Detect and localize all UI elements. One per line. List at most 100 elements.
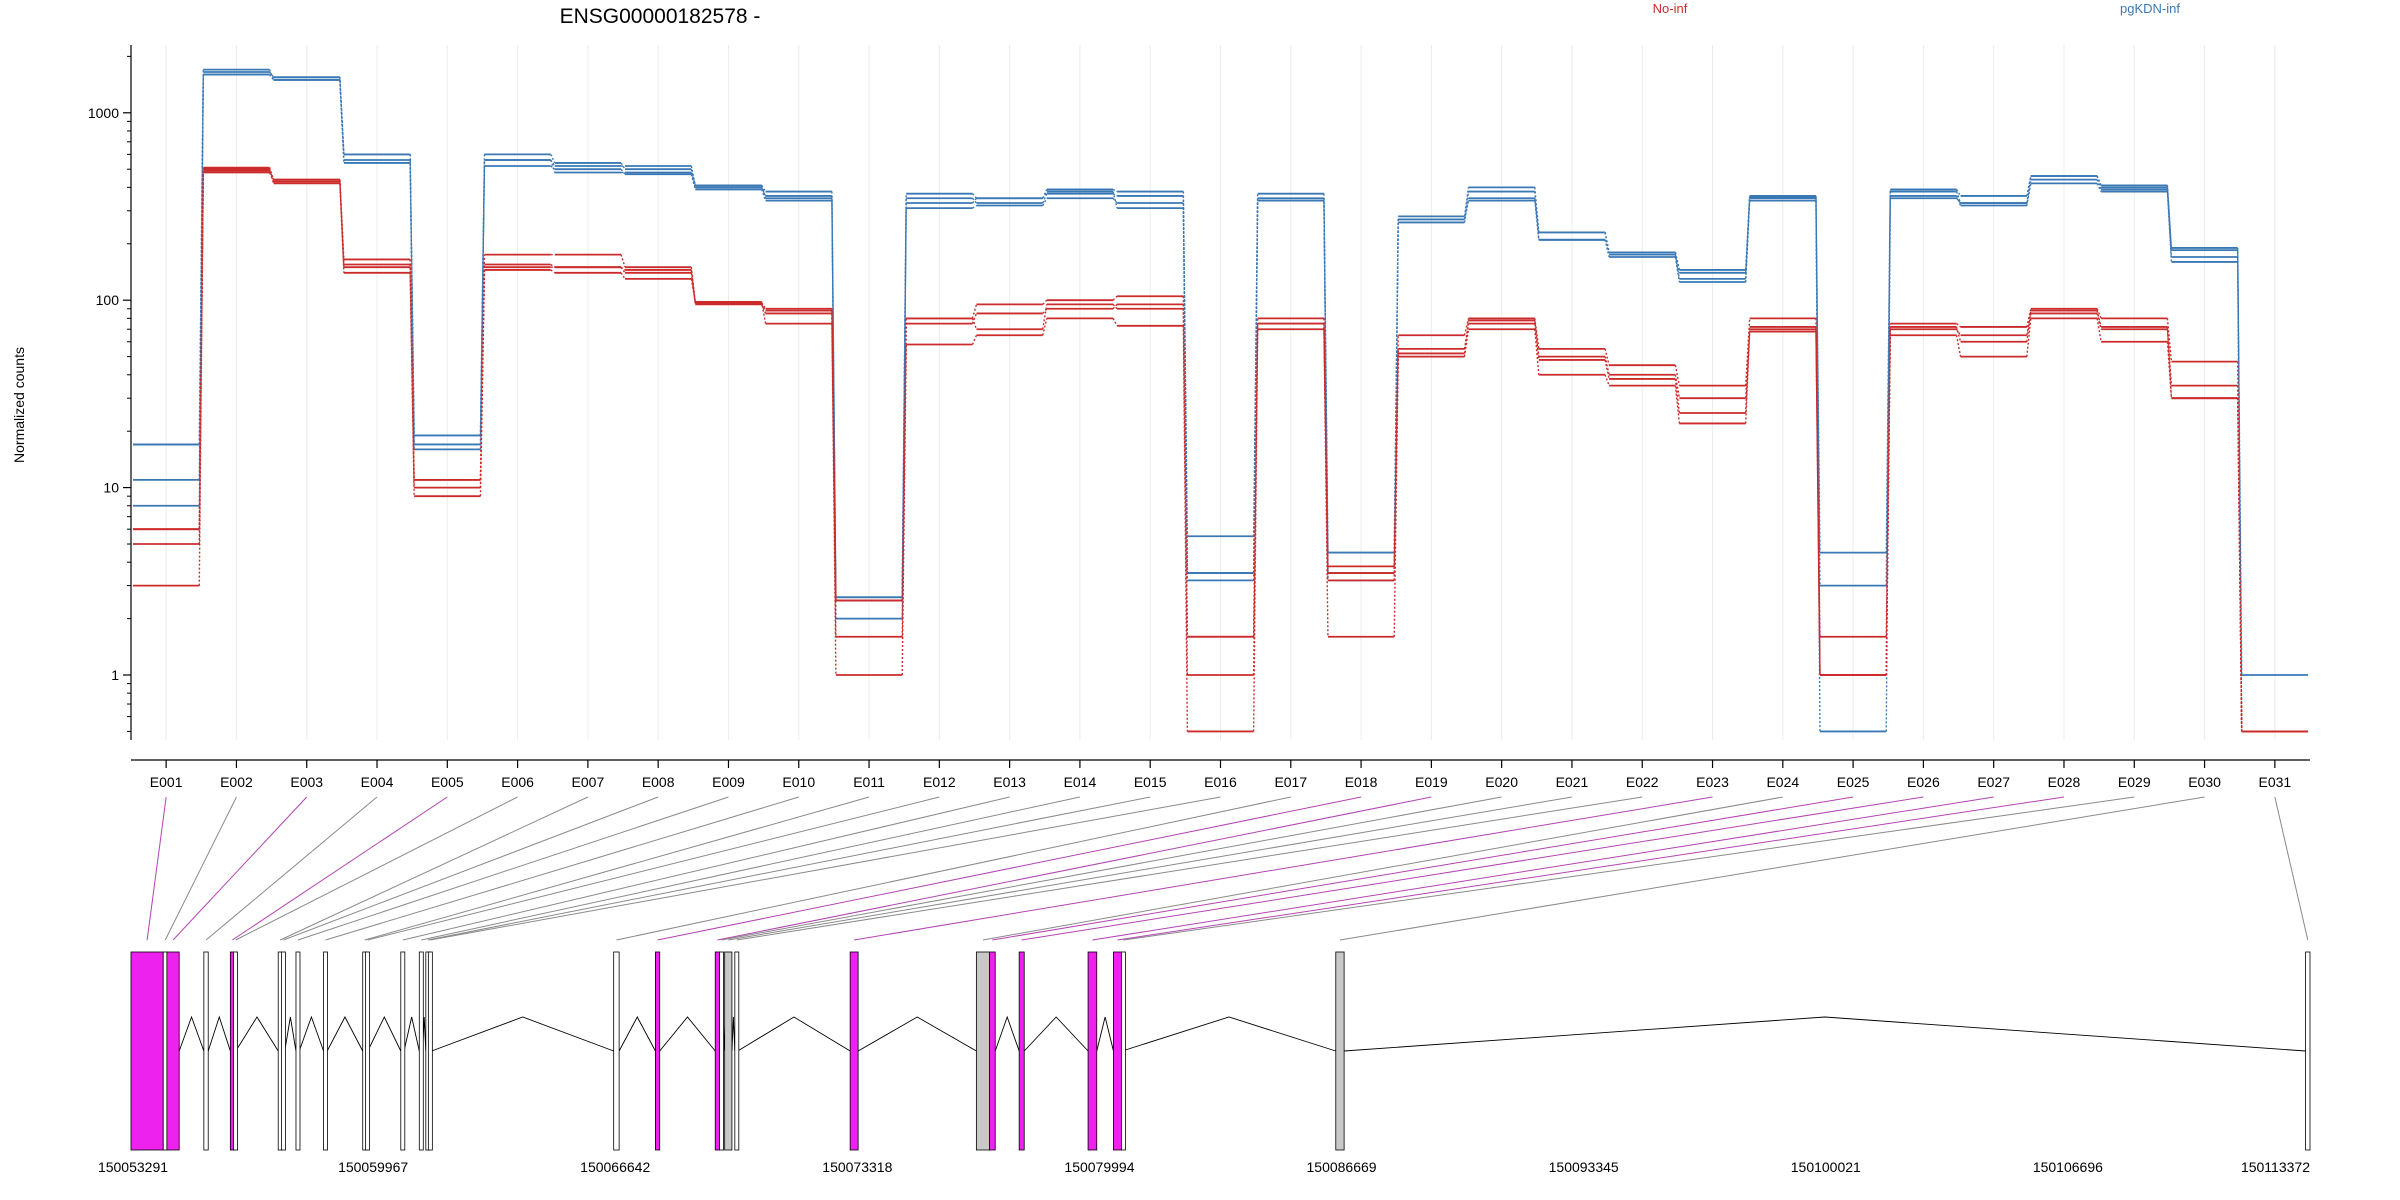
exon-link-e026 bbox=[1021, 796, 1924, 941]
connector-pgkdn-inf bbox=[1463, 187, 1470, 217]
connector-pgkdn-inf bbox=[690, 169, 697, 188]
legend-label-no-inf: No-inf bbox=[1653, 1, 1688, 16]
connector-no-inf bbox=[550, 269, 556, 274]
connector-no-inf bbox=[1252, 323, 1259, 637]
exon-link-e001 bbox=[146, 796, 167, 941]
connector-pgkdn-inf bbox=[620, 168, 626, 175]
x-tick-label-e026: E026 bbox=[1907, 774, 1940, 790]
connector-pgkdn-inf bbox=[972, 204, 977, 209]
connector-no-inf bbox=[1674, 378, 1681, 414]
connector-pgkdn-inf bbox=[269, 74, 275, 81]
connector-pgkdn-inf bbox=[971, 197, 978, 204]
x-ticks: E001 E002 E003 E004 E005 E006 E007 E008 E009 E010… bbox=[150, 760, 2292, 790]
connector-no-inf bbox=[1604, 348, 1610, 366]
y-tick-label-10: 10 bbox=[103, 480, 119, 496]
coordinate-label: 150079994 bbox=[1064, 1159, 1134, 1175]
intron-line bbox=[1344, 1016, 2306, 1052]
intron-line bbox=[235, 1016, 279, 1052]
connector-pgkdn-inf bbox=[339, 79, 345, 163]
connector-pgkdn-inf bbox=[1604, 239, 1610, 258]
exon-e008 bbox=[281, 951, 286, 1151]
legend-label-pgkdn-inf: pgKDN-inf bbox=[2120, 1, 2180, 16]
exon-e003 bbox=[166, 951, 180, 1151]
coordinate-label: 150066642 bbox=[580, 1159, 650, 1175]
connector-pgkdn-inf bbox=[971, 193, 978, 199]
exon-e022 bbox=[734, 951, 740, 1151]
intron-line bbox=[431, 1016, 614, 1052]
x-tick-label-e020: E020 bbox=[1485, 774, 1518, 790]
connector-no-inf bbox=[1815, 331, 1821, 676]
exon-link-e020 bbox=[721, 796, 1502, 941]
connector-no-inf bbox=[2166, 329, 2173, 386]
connector-pgkdn-inf bbox=[620, 162, 626, 170]
intron-line bbox=[207, 1015, 231, 1052]
connector-pgkdn-inf bbox=[1604, 232, 1610, 253]
connector-no-inf bbox=[1604, 356, 1610, 375]
gene-model bbox=[130, 951, 2311, 1151]
connector-pgkdn-inf bbox=[2166, 187, 2173, 251]
connector-no-inf bbox=[1674, 365, 1681, 386]
x-tick-label-e023: E023 bbox=[1696, 774, 1729, 790]
intron-line bbox=[659, 1016, 716, 1052]
connector-no-inf bbox=[761, 303, 767, 311]
connector-no-inf bbox=[1042, 318, 1048, 336]
connector-pgkdn-inf bbox=[2026, 175, 2032, 204]
connector-no-inf bbox=[268, 170, 275, 180]
connector-pgkdn-inf bbox=[1956, 197, 1962, 204]
connector-pgkdn-inf bbox=[2166, 189, 2173, 258]
vertical-gridlines bbox=[165, 45, 2276, 740]
exon-e016 bbox=[427, 951, 433, 1151]
exon-link-e018 bbox=[657, 796, 1362, 941]
connector-pgkdn-inf bbox=[409, 162, 415, 436]
connector-pgkdn-inf bbox=[971, 197, 978, 204]
connector-pgkdn-inf bbox=[2096, 175, 2102, 188]
intron-line bbox=[326, 1016, 364, 1052]
intron-line bbox=[1122, 1016, 1336, 1052]
coordinate-label: 150113372 bbox=[2241, 1159, 2310, 1175]
exon-link-e030 bbox=[1339, 796, 2205, 941]
connector-pgkdn-inf bbox=[1112, 191, 1118, 209]
x-tick-label-e013: E013 bbox=[993, 774, 1026, 790]
x-tick-label-e005: E005 bbox=[431, 774, 464, 790]
connector-no-inf bbox=[1955, 326, 1962, 342]
x-tick-label-e019: E019 bbox=[1415, 774, 1448, 790]
genomic-coordinate-labels: 150053291 150059967 150066642 150073318 1500… bbox=[98, 1159, 2310, 1175]
y-tick-label-1000: 1000 bbox=[88, 105, 119, 121]
connector-no-inf bbox=[1042, 304, 1048, 330]
connector-no-inf bbox=[2026, 308, 2032, 328]
exon-e013 bbox=[400, 951, 406, 1151]
x-tick-label-e025: E025 bbox=[1837, 774, 1870, 790]
x-tick-label-e004: E004 bbox=[361, 774, 394, 790]
exon-link-e017 bbox=[616, 796, 1291, 941]
exon-e018 bbox=[654, 951, 661, 1151]
intron-line bbox=[403, 1016, 420, 1052]
exon-e017 bbox=[613, 951, 620, 1151]
series-no-inf bbox=[133, 166, 2308, 733]
exon-link-e019 bbox=[717, 796, 1432, 941]
exon-link-e023 bbox=[854, 796, 1713, 941]
connector-no-inf bbox=[620, 266, 626, 271]
connector-pgkdn-inf bbox=[1534, 200, 1540, 240]
connector-pgkdn-inf bbox=[1815, 195, 1821, 553]
connector-pgkdn-inf bbox=[1112, 188, 1118, 193]
x-tick-label-e031: E031 bbox=[2259, 774, 2292, 790]
connector-pgkdn-inf bbox=[2026, 175, 2032, 197]
connector-no-inf bbox=[971, 318, 978, 330]
exon-link-e003 bbox=[172, 796, 308, 941]
connector-pgkdn-inf bbox=[409, 159, 415, 445]
exon-link-e013 bbox=[402, 796, 1010, 941]
exon-link-e002 bbox=[164, 796, 237, 941]
exon-link-e012 bbox=[367, 796, 940, 941]
connector-pgkdn-inf bbox=[1112, 197, 1118, 204]
connector-no-inf bbox=[1534, 318, 1540, 349]
connector-pgkdn-inf bbox=[1393, 222, 1399, 553]
exon-link-e005 bbox=[232, 796, 448, 941]
connector-pgkdn-inf bbox=[198, 74, 204, 445]
connector-pgkdn-inf bbox=[479, 159, 486, 436]
x-tick-label-e029: E029 bbox=[2118, 774, 2151, 790]
exon-link-e028 bbox=[1117, 796, 2065, 941]
exon-link-e021 bbox=[728, 796, 1573, 941]
connector-no-inf bbox=[198, 172, 204, 545]
exon-link-e011 bbox=[364, 796, 870, 941]
coordinate-label: 150053291 bbox=[98, 1159, 168, 1175]
